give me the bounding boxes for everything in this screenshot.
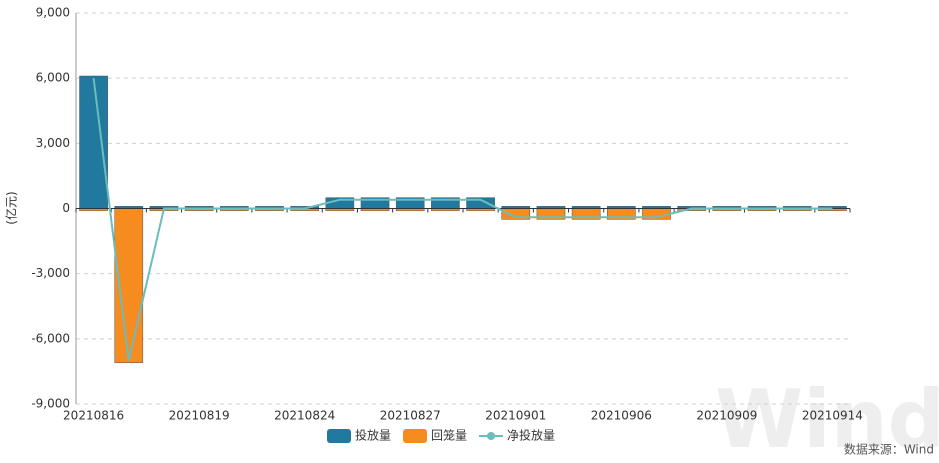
x-tick-label: 20210906 bbox=[591, 409, 652, 423]
source: 数据来源：Wind bbox=[844, 442, 934, 457]
y-tick-label: 9,000 bbox=[36, 6, 70, 20]
line bbox=[92, 78, 833, 361]
y-axis-label: (亿元) bbox=[4, 191, 19, 224]
x-tick-label: 20210909 bbox=[696, 409, 757, 423]
legend-label: 净投放量 bbox=[507, 428, 555, 443]
y-tick-label: 6,000 bbox=[36, 71, 70, 85]
y-tick-label: 3,000 bbox=[36, 136, 70, 150]
x-tick-label: 20210827 bbox=[380, 409, 441, 423]
x-tick-label: 20210816 bbox=[63, 409, 124, 423]
x-tick-label: 20210914 bbox=[802, 409, 863, 423]
y-tick-label: -9,000 bbox=[31, 397, 70, 411]
x-tick-label: 20210824 bbox=[274, 409, 335, 423]
legend-swatch bbox=[487, 432, 496, 440]
watermark: Wind bbox=[715, 373, 939, 463]
x-tick-label: 20210819 bbox=[169, 409, 230, 423]
y-tick-label: -6,000 bbox=[31, 331, 70, 345]
legend-swatch bbox=[403, 429, 428, 443]
bar bbox=[79, 75, 108, 209]
legend-label: 投放量 bbox=[355, 428, 391, 443]
legend-swatch bbox=[327, 429, 351, 443]
y-tick-label: -3,000 bbox=[31, 266, 70, 280]
y-tick-label: 0 bbox=[62, 201, 70, 215]
x-tick-label: 20210901 bbox=[485, 409, 546, 423]
legend-label: 回笼量 bbox=[431, 428, 467, 443]
